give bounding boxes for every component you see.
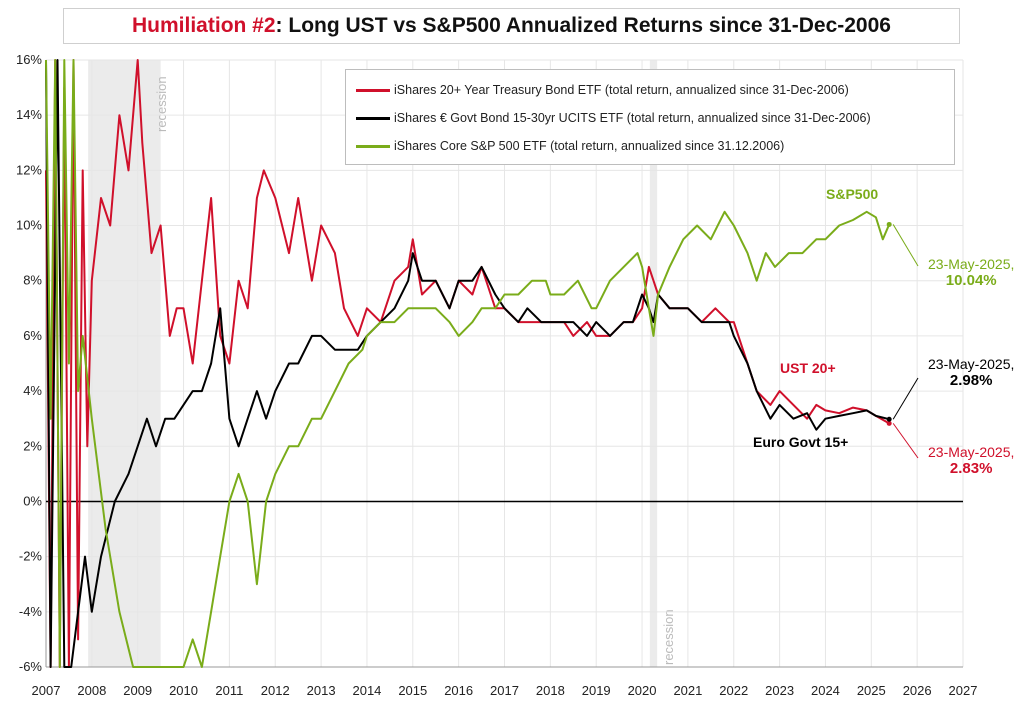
leader-line-1 — [892, 224, 919, 267]
y-tick-label: 14% — [16, 107, 42, 122]
legend: iShares 20+ Year Treasury Bond ETF (tota… — [345, 69, 955, 165]
x-tick-label: 2023 — [765, 683, 794, 698]
y-tick-label: 12% — [16, 162, 42, 177]
x-tick-label: 2026 — [903, 683, 932, 698]
x-tick-label: 2025 — [857, 683, 886, 698]
series-line-1 — [45, 59, 890, 668]
chart-title: Humiliation #2: Long UST vs S&P500 Annua… — [63, 8, 960, 44]
y-tick-label: -2% — [19, 549, 43, 564]
x-tick-label: 2011 — [215, 683, 243, 698]
x-tick-label: 2016 — [444, 683, 473, 698]
x-tick-label: 2014 — [352, 683, 381, 698]
ust-end-date: 23-May-2025, — [928, 444, 1015, 460]
x-tick-label: 2009 — [123, 683, 152, 698]
x-tick-label: 2018 — [536, 683, 565, 698]
y-tick-label: -4% — [19, 604, 43, 619]
y-axis-ticks: -6% -4% -2% 0% 2% 4% 6% 8% 10% 12% 14% 16% — [16, 52, 42, 674]
x-tick-label: 2010 — [169, 683, 198, 698]
recession-label-1: recession — [154, 76, 169, 132]
x-tick-label: 2019 — [582, 683, 611, 698]
series-endpoint-1 — [886, 420, 892, 426]
title-rest: : Long UST vs S&P500 Annualized Returns … — [275, 14, 891, 37]
y-tick-label: -6% — [19, 659, 43, 674]
x-tick-label: 2021 — [673, 683, 702, 698]
x-tick-label: 2012 — [261, 683, 290, 698]
y-tick-label: 2% — [23, 438, 42, 453]
series-line-2 — [45, 59, 890, 668]
title-prefix: Humiliation #2 — [132, 14, 276, 37]
legend-item-ust: iShares 20+ Year Treasury Bond ETF (tota… — [356, 76, 944, 104]
legend-label-spx: iShares Core S&P 500 ETF (total return, … — [394, 139, 785, 153]
euro-end-value: 2.98% — [949, 372, 993, 389]
spx-series-label: S&P500 — [826, 186, 879, 202]
x-tick-label: 2007 — [32, 683, 61, 698]
recession-label-2: recession — [661, 609, 676, 665]
legend-label-ust: iShares 20+ Year Treasury Bond ETF (tota… — [394, 83, 849, 97]
legend-swatch-euro — [356, 116, 390, 120]
euro-end-date: 23-May-2025, — [928, 356, 1015, 372]
legend-swatch-spx — [356, 144, 390, 148]
euro-series-label: Euro Govt 15+ — [753, 434, 849, 450]
legend-item-euro: iShares € Govt Bond 15-30yr UCITS ETF (t… — [356, 104, 944, 132]
y-tick-label: 16% — [16, 52, 42, 67]
leader-line-2 — [892, 377, 919, 420]
series-line-3 — [45, 59, 891, 668]
series-endpoint-3 — [886, 221, 892, 227]
y-tick-label: 6% — [23, 328, 42, 343]
legend-label-euro: iShares € Govt Bond 15-30yr UCITS ETF (t… — [394, 111, 871, 125]
ust-end-annotation: 23-May-2025, 2.83% — [928, 444, 1014, 477]
x-axis-ticks: 2007 2008 2009 2010 2011 2012 2013 2014 2015 2016… — [32, 683, 978, 698]
x-tick-label: 2008 — [77, 683, 106, 698]
y-tick-label: 0% — [23, 493, 42, 508]
recession-band-2 — [649, 60, 658, 667]
spx-end-date: 23-May-2025, — [928, 256, 1015, 272]
y-tick-label: 8% — [23, 273, 42, 288]
x-tick-label: 2013 — [307, 683, 336, 698]
ust-end-value: 2.83% — [949, 460, 993, 477]
y-tick-label: 10% — [16, 218, 42, 233]
series-endpoint-2 — [886, 416, 892, 422]
x-tick-label: 2020 — [628, 683, 657, 698]
x-tick-label: 2027 — [949, 683, 978, 698]
x-tick-label: 2015 — [398, 683, 427, 698]
ust-series-label: UST 20+ — [780, 360, 836, 376]
x-tick-label: 2022 — [719, 683, 748, 698]
spx-end-annotation: 23-May-2025, 10.04% — [928, 256, 1014, 289]
leader-line-3 — [892, 423, 919, 459]
legend-item-spx: iShares Core S&P 500 ETF (total return, … — [356, 132, 944, 160]
x-tick-label: 2024 — [811, 683, 840, 698]
spx-end-value: 10.04% — [945, 272, 997, 289]
y-tick-label: 4% — [23, 383, 42, 398]
x-tick-label: 2017 — [490, 683, 519, 698]
legend-swatch-ust — [356, 88, 390, 92]
series-lines — [45, 59, 919, 668]
euro-end-annotation: 23-May-2025, 2.98% — [928, 356, 1014, 389]
